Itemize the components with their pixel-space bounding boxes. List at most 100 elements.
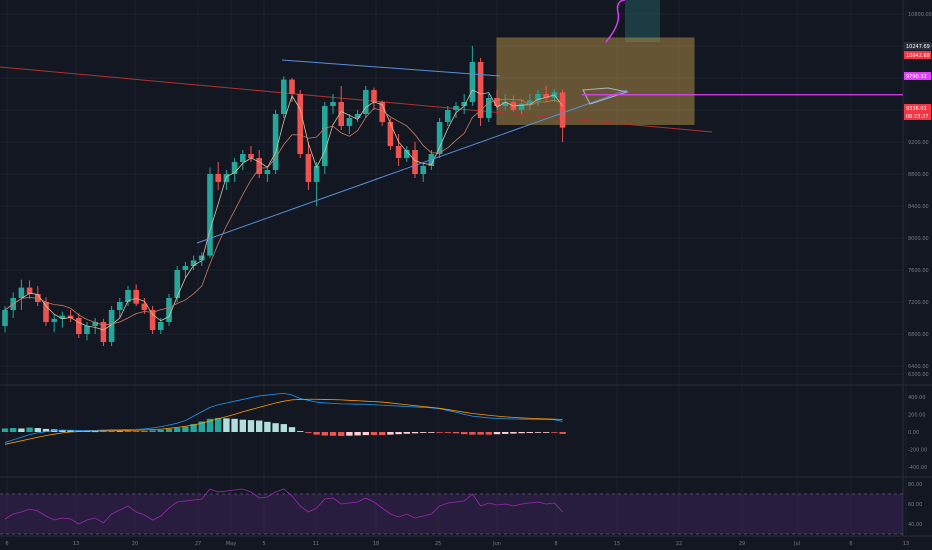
candle-down[interactable] [133,290,139,304]
candle-up[interactable] [535,94,541,101]
candle-up[interactable] [174,270,180,298]
candle-down[interactable] [100,322,107,342]
macd-pane[interactable]: 400.00 200.00 0.00 -200.00 -400.00 [1,392,928,471]
candle-down[interactable] [43,302,49,322]
candle-up[interactable] [199,255,205,261]
candle-up[interactable] [190,260,197,266]
moving-average-line [4,89,563,331]
candle-down[interactable] [26,287,33,294]
candle-up[interactable] [330,102,336,106]
long-position-target-zone[interactable] [625,0,660,42]
candle-up[interactable] [240,154,246,162]
candle-down[interactable] [215,174,221,182]
candle-up[interactable] [18,287,25,298]
candle-up[interactable] [158,322,164,330]
rsi-pane[interactable]: 80.00 60.00 40.00 [0,482,922,535]
x-tick-label: May [226,541,236,547]
macd-histogram-bar [543,432,550,433]
price-label-text: 06:23:27 [906,114,928,120]
candle-up[interactable] [461,102,467,106]
candle-up[interactable] [518,103,525,110]
candle-down[interactable] [141,303,148,310]
candle-down[interactable] [371,90,377,102]
candle-down[interactable] [149,310,156,330]
macd-histogram-bar [444,432,451,433]
candle-up[interactable] [207,174,213,256]
macd-histogram-bar [206,418,214,432]
macd-histogram-bar [264,421,271,432]
candle-down[interactable] [76,318,82,334]
candle-down[interactable] [67,315,74,318]
horizontal-gridlines [0,13,903,375]
candle-down[interactable] [289,79,295,94]
candle-down[interactable] [338,102,344,126]
projection-curve[interactable] [605,0,626,43]
candle-up[interactable] [166,298,172,322]
macd-histogram-bar [141,430,148,432]
candle-up[interactable] [313,166,320,182]
macd-histogram-bar [149,430,156,432]
moving-average-line [4,98,563,326]
candle-up[interactable] [527,100,533,104]
candle-up[interactable] [469,62,476,102]
x-tick-label: 22 [676,541,682,547]
macd-histogram-bar [313,432,320,435]
candle-up[interactable] [92,322,98,326]
candle-up[interactable] [281,79,287,114]
candle-down[interactable] [387,122,394,146]
macd-histogram-bar [198,421,205,432]
candle-down[interactable] [305,154,312,182]
x-tick-label: 20 [132,541,138,547]
rsi-band [0,494,903,534]
candle-down[interactable] [477,62,484,118]
candle-down[interactable] [559,92,566,128]
candle-up[interactable] [182,266,189,270]
descending-red-trendline[interactable] [0,66,713,133]
macd-histogram-bar [42,428,50,432]
ascending-support-trendline[interactable] [196,89,628,244]
candle-up[interactable] [108,310,115,342]
candle-up[interactable] [436,122,443,154]
candle-down[interactable] [494,98,500,106]
candle-down[interactable] [297,94,303,154]
time-axis[interactable]: 6 13 20 27 May 5 11 18 25 Jun 8 15 22 29 Jul 6 13 [5,541,909,547]
range-rectangle[interactable] [496,37,695,125]
macd-histogram-bar [403,432,410,434]
candle-up[interactable] [453,106,459,110]
drawings-front[interactable] [196,0,903,244]
candle-up[interactable] [231,162,238,174]
candle-up[interactable] [420,166,426,174]
candle-up[interactable] [2,310,8,326]
candle-down[interactable] [248,154,254,158]
candle-up[interactable] [502,102,508,106]
candle-down[interactable] [395,146,402,158]
candle-up[interactable] [486,98,492,118]
macd-histogram-bar [133,431,140,432]
candle-up[interactable] [322,106,328,166]
candle-up[interactable] [354,114,361,118]
triangle-drawing[interactable] [582,87,629,105]
candle-up[interactable] [59,315,66,319]
price-labels: 10247.69 10042.68 9790.32 9338.01 06:23:27 [904,42,931,120]
candle-up[interactable] [445,110,451,122]
candle-up[interactable] [264,170,271,174]
candle-down[interactable] [412,150,418,174]
price-label-text: 9790.32 [906,74,927,80]
price-label-tag [904,42,931,50]
candle-down[interactable] [543,94,549,98]
candle-down[interactable] [256,158,262,174]
candle-up[interactable] [84,326,90,334]
candle-up[interactable] [272,114,279,170]
candle-up[interactable] [404,150,410,158]
descending-resistance-trendline[interactable] [281,59,501,77]
macd-histogram-bar [280,424,287,432]
candle-up[interactable] [117,302,123,310]
x-tick-label: 13 [73,541,79,547]
candle-up[interactable] [125,290,131,302]
candle-down[interactable] [379,102,385,122]
candle-up[interactable] [363,90,369,114]
candle-up[interactable] [51,318,57,322]
candle-up[interactable] [346,118,353,126]
macd-histogram-bar [551,432,558,433]
